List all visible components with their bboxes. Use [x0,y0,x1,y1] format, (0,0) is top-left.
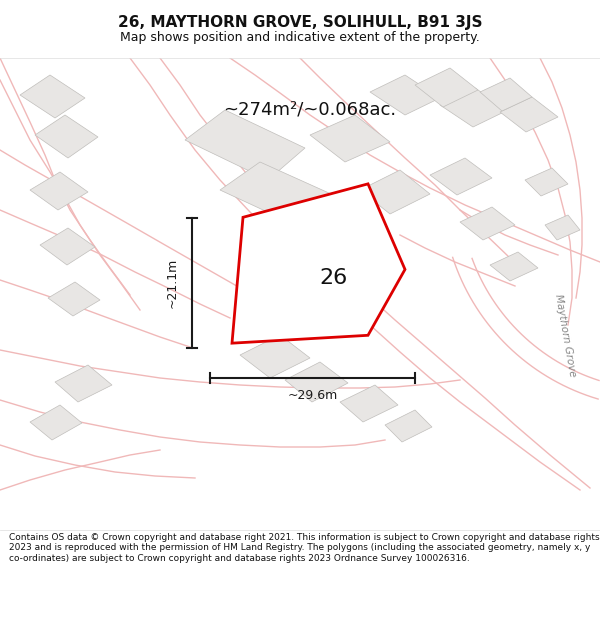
Polygon shape [525,168,568,196]
Polygon shape [20,75,85,118]
Polygon shape [48,282,100,316]
Text: 26: 26 [319,268,347,288]
Polygon shape [285,362,348,402]
Polygon shape [480,78,532,111]
Text: ~21.1m: ~21.1m [166,258,179,308]
Polygon shape [35,115,98,158]
Polygon shape [30,172,88,210]
Polygon shape [40,228,95,265]
Polygon shape [440,88,508,127]
Polygon shape [385,410,432,442]
Polygon shape [55,365,112,402]
Polygon shape [460,207,515,240]
Text: 26, MAYTHORN GROVE, SOLIHULL, B91 3JS: 26, MAYTHORN GROVE, SOLIHULL, B91 3JS [118,14,482,29]
Polygon shape [360,170,430,214]
Polygon shape [240,335,310,378]
Text: Contains OS data © Crown copyright and database right 2021. This information is : Contains OS data © Crown copyright and d… [9,533,599,562]
Polygon shape [220,162,340,228]
Polygon shape [490,252,538,281]
Polygon shape [430,158,492,195]
Polygon shape [30,405,82,440]
Polygon shape [415,68,478,107]
Polygon shape [370,75,440,115]
Text: Map shows position and indicative extent of the property.: Map shows position and indicative extent… [120,31,480,44]
Text: Maythorn Grove: Maythorn Grove [553,293,577,377]
Text: ~29.6m: ~29.6m [287,389,338,402]
Polygon shape [545,215,580,240]
Text: ~274m²/~0.068ac.: ~274m²/~0.068ac. [223,101,397,119]
Polygon shape [232,184,405,343]
Polygon shape [310,115,390,162]
Polygon shape [500,97,558,132]
Polygon shape [340,385,398,422]
Polygon shape [185,110,305,180]
